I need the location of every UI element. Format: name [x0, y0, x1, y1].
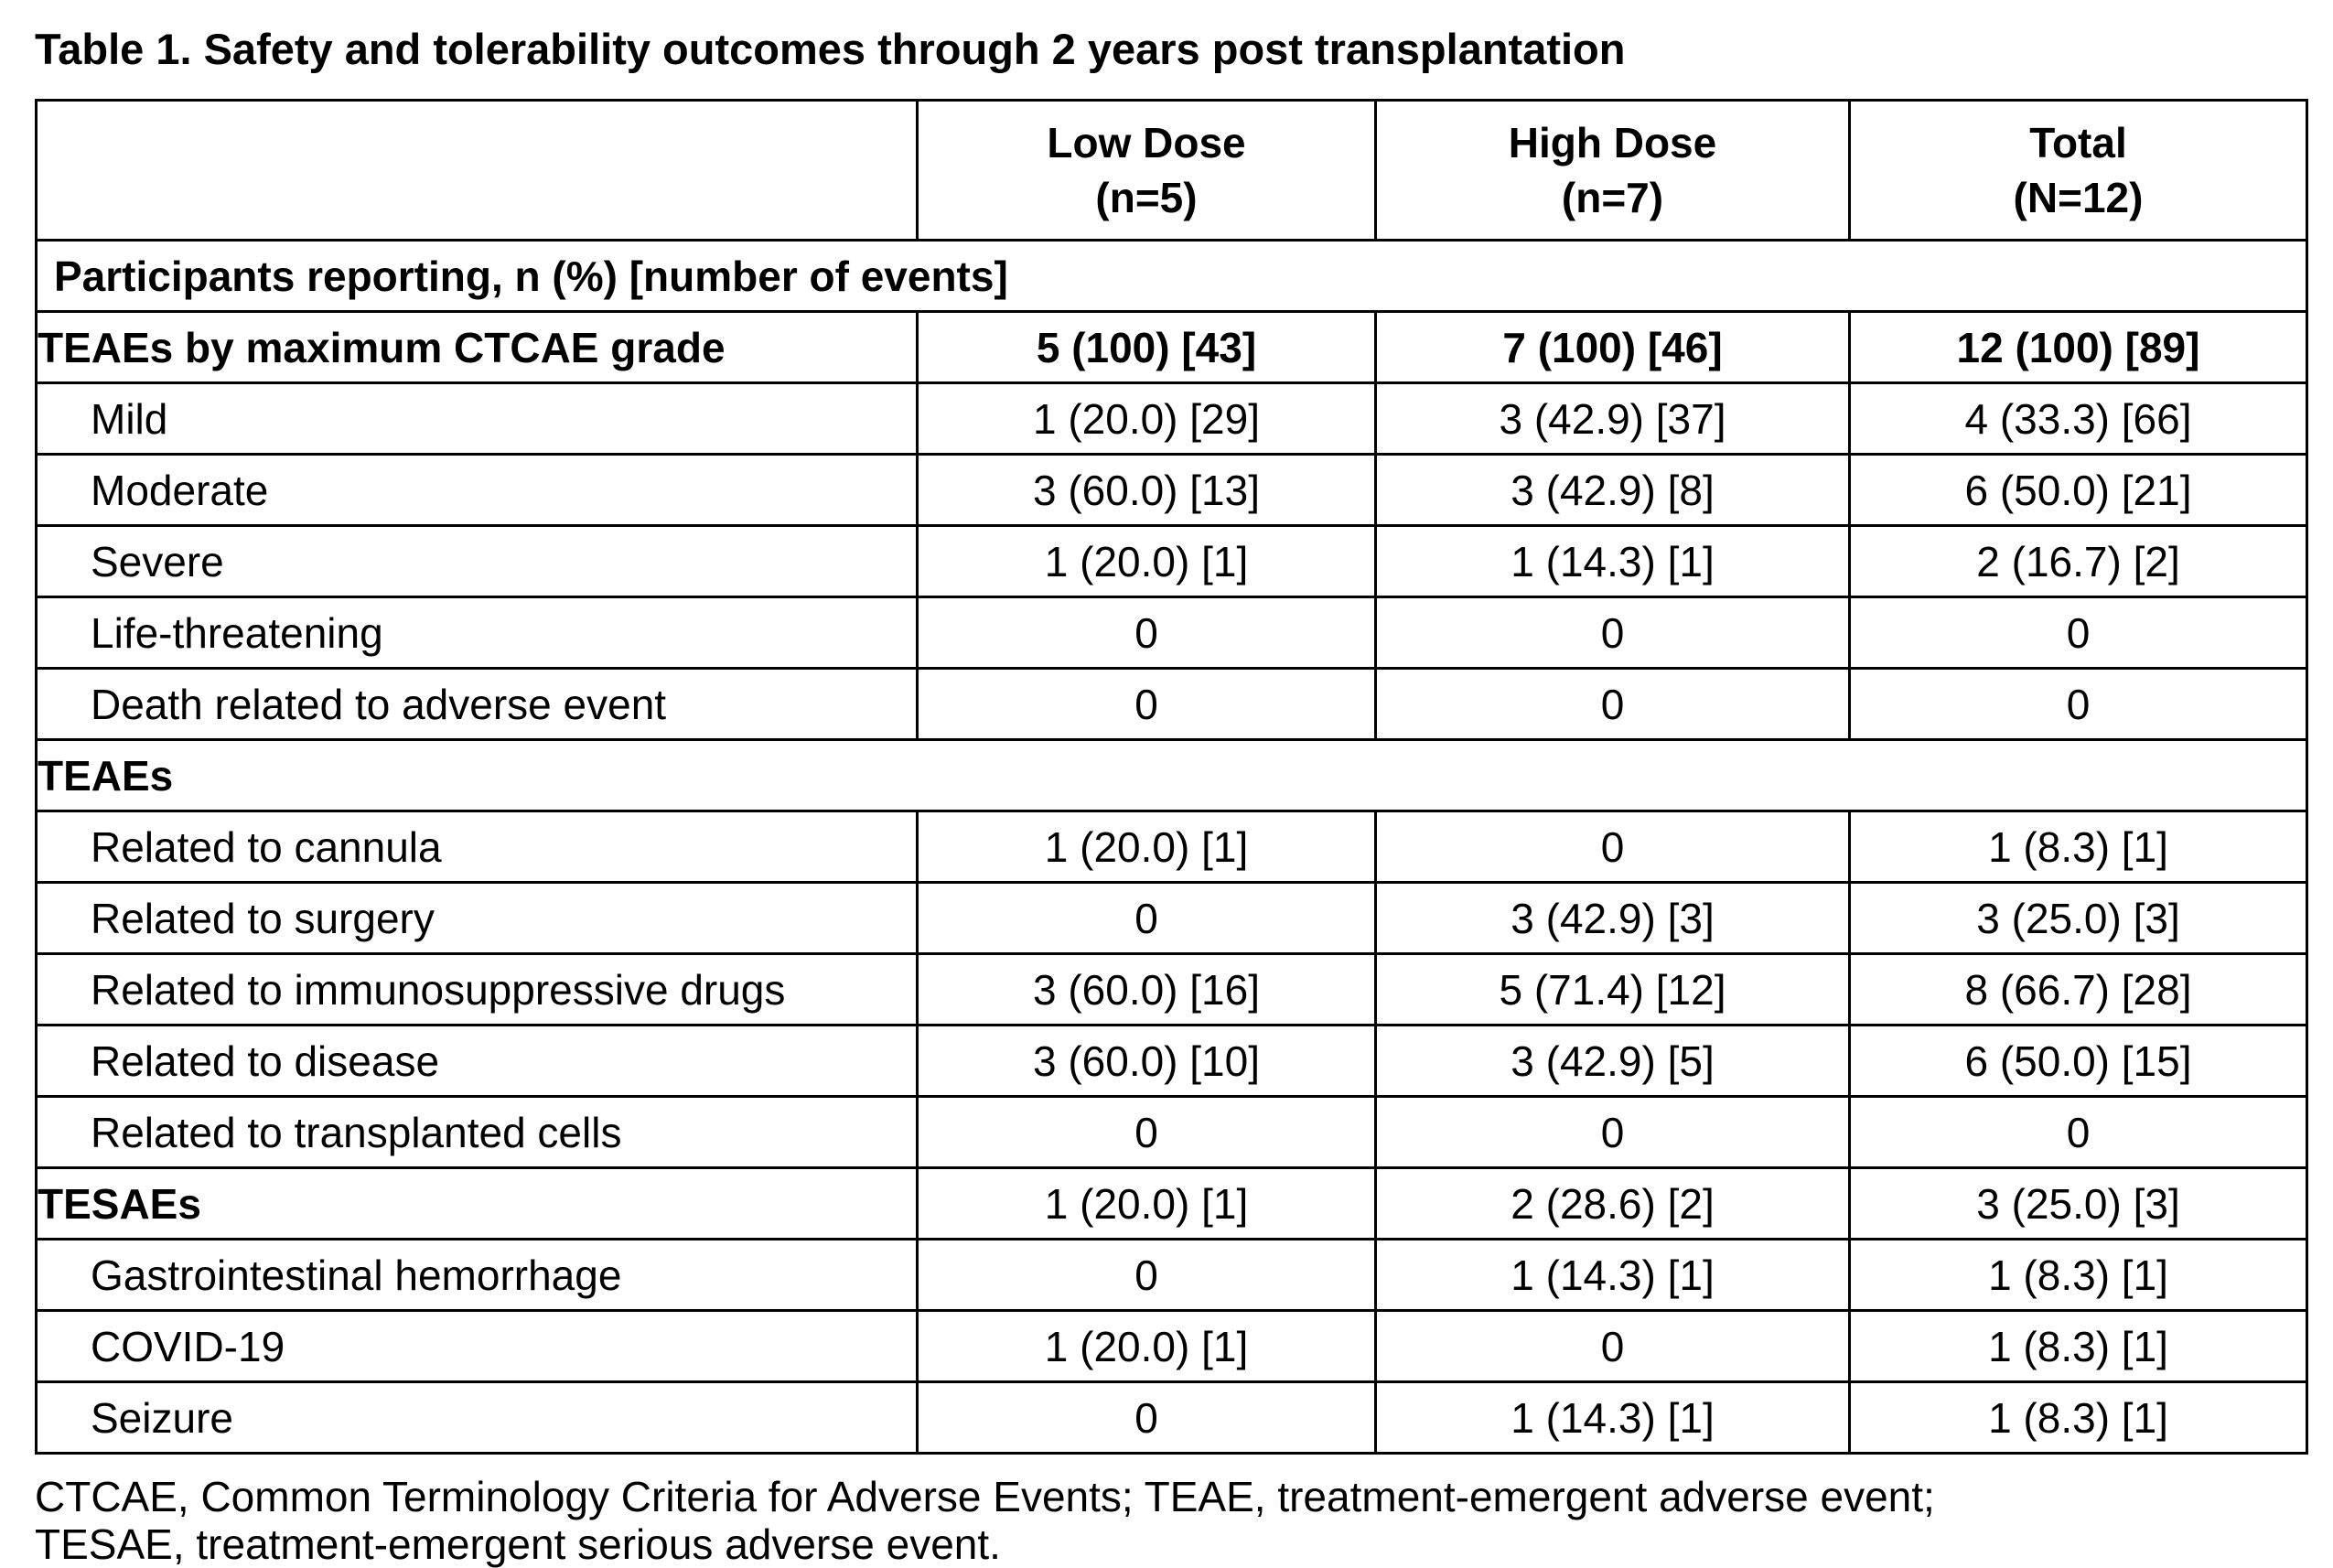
section-label: TEAEs: [35, 738, 2308, 812]
header-total-n: (N=12): [2013, 174, 2144, 221]
cell-total: 12 (100) [89]: [1848, 310, 2308, 384]
header-row: Low Dose (n=5) High Dose (n=7) Total (N=…: [35, 99, 2308, 242]
table-row-severe: Severe 1 (20.0) [1] 1 (14.3) [1] 2 (16.7…: [35, 524, 2308, 598]
row-label: Related to disease: [35, 1024, 919, 1098]
table-row-gi-hemorrhage: Gastrointestinal hemorrhage 0 1 (14.3) […: [35, 1238, 2308, 1312]
cell-low-dose: 1 (20.0) [1]: [916, 810, 1377, 884]
header-high-dose-name: High Dose: [1508, 119, 1717, 166]
cell-total: 0: [1848, 596, 2308, 670]
row-label: Severe: [35, 524, 919, 598]
cell-total: 8 (66.7) [28]: [1848, 952, 2308, 1026]
cell-total: 2 (16.7) [2]: [1848, 524, 2308, 598]
cell-total: 0: [1848, 1095, 2308, 1169]
row-label: Gastrointestinal hemorrhage: [35, 1238, 919, 1312]
cell-low-dose: 0: [916, 1095, 1377, 1169]
row-label: TEAEs by maximum CTCAE grade: [35, 310, 919, 384]
header-high-dose-n: (n=7): [1561, 174, 1664, 221]
table-row-related-disease: Related to disease 3 (60.0) [10] 3 (42.9…: [35, 1024, 2308, 1098]
cell-high-dose: 1 (14.3) [1]: [1374, 1238, 1851, 1312]
row-label: Moderate: [35, 453, 919, 527]
table-row-mild: Mild 1 (20.0) [29] 3 (42.9) [37] 4 (33.3…: [35, 381, 2308, 456]
cell-total: 1 (8.3) [1]: [1848, 1380, 2308, 1455]
cell-low-dose: 0: [916, 667, 1377, 741]
table-row-related-cannula: Related to cannula 1 (20.0) [1] 0 1 (8.3…: [35, 810, 2308, 884]
cell-total: 6 (50.0) [15]: [1848, 1024, 2308, 1098]
cell-low-dose: 3 (60.0) [13]: [916, 453, 1377, 527]
table-row-related-surgery: Related to surgery 0 3 (42.9) [3] 3 (25.…: [35, 881, 2308, 955]
cell-high-dose: 0: [1374, 596, 1851, 670]
table-row-death-related: Death related to adverse event 0 0 0: [35, 667, 2308, 741]
cell-high-dose: 1 (14.3) [1]: [1374, 1380, 1851, 1455]
cell-high-dose: 7 (100) [46]: [1374, 310, 1851, 384]
cell-total: 4 (33.3) [66]: [1848, 381, 2308, 456]
row-label: TESAEs: [35, 1166, 919, 1240]
cell-high-dose: 1 (14.3) [1]: [1374, 524, 1851, 598]
cell-high-dose: 5 (71.4) [12]: [1374, 952, 1851, 1026]
header-total: Total (N=12): [1848, 99, 2308, 242]
cell-total: 1 (8.3) [1]: [1848, 1309, 2308, 1383]
header-low-dose-n: (n=5): [1095, 174, 1198, 221]
participants-reporting-banner: Participants reporting, n (%) [number of…: [35, 239, 2308, 313]
cell-low-dose: 1 (20.0) [1]: [916, 1309, 1377, 1383]
cell-high-dose: 3 (42.9) [8]: [1374, 453, 1851, 527]
cell-high-dose: 0: [1374, 667, 1851, 741]
cell-low-dose: 0: [916, 1380, 1377, 1455]
table-title: Table 1. Safety and tolerability outcome…: [35, 25, 1626, 73]
row-label: Related to immunosuppressive drugs: [35, 952, 919, 1026]
row-label: Death related to adverse event: [35, 667, 919, 741]
header-empty-cell: [35, 99, 919, 242]
table-row-related-transplanted-cells: Related to transplanted cells 0 0 0: [35, 1095, 2308, 1169]
row-label: Seizure: [35, 1380, 919, 1455]
footnote-line-2: TESAE, treatment-emergent serious advers…: [35, 1520, 1001, 1568]
row-label: COVID-19: [35, 1309, 919, 1383]
cell-total: 3 (25.0) [3]: [1848, 1166, 2308, 1240]
cell-low-dose: 0: [916, 881, 1377, 955]
table-row-moderate: Moderate 3 (60.0) [13] 3 (42.9) [8] 6 (5…: [35, 453, 2308, 527]
table-footnote: CTCAE, Common Terminology Criteria for A…: [35, 1473, 2333, 1568]
row-label: Mild: [35, 381, 919, 456]
cell-total: 1 (8.3) [1]: [1848, 810, 2308, 884]
table-row-tesaes: TESAEs 1 (20.0) [1] 2 (28.6) [2] 3 (25.0…: [35, 1166, 2308, 1240]
table-row-covid-19: COVID-19 1 (20.0) [1] 0 1 (8.3) [1]: [35, 1309, 2308, 1383]
cell-total: 6 (50.0) [21]: [1848, 453, 2308, 527]
cell-high-dose: 3 (42.9) [3]: [1374, 881, 1851, 955]
row-label: Related to cannula: [35, 810, 919, 884]
cell-low-dose: 3 (60.0) [10]: [916, 1024, 1377, 1098]
table-row-related-immunosuppressive: Related to immunosuppressive drugs 3 (60…: [35, 952, 2308, 1026]
cell-total: 0: [1848, 667, 2308, 741]
section-row-teaes: TEAEs: [35, 738, 2308, 812]
cell-low-dose: 1 (20.0) [29]: [916, 381, 1377, 456]
cell-low-dose: 0: [916, 596, 1377, 670]
participants-reporting-banner-row: Participants reporting, n (%) [number of…: [35, 239, 2308, 313]
header-high-dose: High Dose (n=7): [1374, 99, 1851, 242]
table-row-life-threatening: Life-threatening 0 0 0: [35, 596, 2308, 670]
cell-high-dose: 0: [1374, 1095, 1851, 1169]
cell-high-dose: 3 (42.9) [37]: [1374, 381, 1851, 456]
cell-low-dose: 1 (20.0) [1]: [916, 524, 1377, 598]
row-label: Life-threatening: [35, 596, 919, 670]
safety-outcomes-table: Low Dose (n=5) High Dose (n=7) Total (N=…: [35, 99, 2308, 1455]
cell-low-dose: 5 (100) [43]: [916, 310, 1377, 384]
header-total-name: Total: [2029, 119, 2127, 166]
cell-high-dose: 0: [1374, 1309, 1851, 1383]
cell-high-dose: 0: [1374, 810, 1851, 884]
cell-low-dose: 3 (60.0) [16]: [916, 952, 1377, 1026]
row-label: Related to surgery: [35, 881, 919, 955]
cell-high-dose: 2 (28.6) [2]: [1374, 1166, 1851, 1240]
cell-total: 1 (8.3) [1]: [1848, 1238, 2308, 1312]
cell-total: 3 (25.0) [3]: [1848, 881, 2308, 955]
cell-high-dose: 3 (42.9) [5]: [1374, 1024, 1851, 1098]
table-row-seizure: Seizure 0 1 (14.3) [1] 1 (8.3) [1]: [35, 1380, 2308, 1455]
row-label: Related to transplanted cells: [35, 1095, 919, 1169]
cell-low-dose: 0: [916, 1238, 1377, 1312]
header-low-dose: Low Dose (n=5): [916, 99, 1377, 242]
cell-low-dose: 1 (20.0) [1]: [916, 1166, 1377, 1240]
header-low-dose-name: Low Dose: [1047, 119, 1246, 166]
footnote-line-1: CTCAE, Common Terminology Criteria for A…: [35, 1473, 1935, 1520]
table-row-teaes-by-grade: TEAEs by maximum CTCAE grade 5 (100) [43…: [35, 310, 2308, 384]
